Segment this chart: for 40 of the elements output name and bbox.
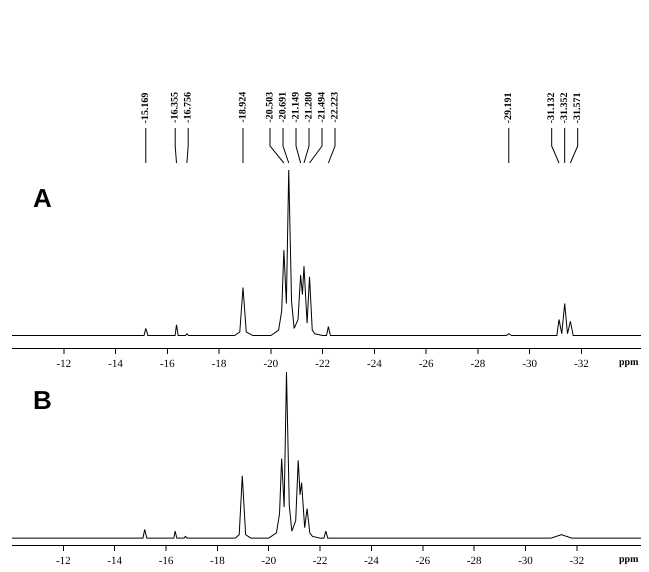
x-tick-label: -12 — [56, 358, 72, 370]
x-axis-title: ppm — [619, 554, 640, 565]
x-tick-label: -16 — [158, 555, 174, 568]
annotation: -31.352 — [559, 92, 570, 124]
x-tick-label: -20 — [264, 358, 279, 370]
x-tick-label: -28 — [466, 555, 482, 568]
x-tick-label: -22 — [315, 358, 330, 370]
x-axis-title: ppm — [619, 357, 640, 368]
x-tick-label: -26 — [415, 555, 431, 568]
annotation: -18.924 — [237, 92, 248, 123]
x-tick-label: -24 — [364, 555, 380, 568]
annotation: -22.223 — [329, 92, 340, 123]
x-tick-label: -26 — [418, 358, 434, 370]
x-tick-label: -18 — [210, 555, 226, 568]
x-tick-label: -32 — [569, 555, 584, 568]
annotation: -29.191 — [503, 92, 514, 124]
annotation: -20.503 — [264, 92, 276, 123]
annotation: -31.571 — [572, 92, 584, 124]
annotation: -31.132 — [546, 92, 558, 124]
annotation: -15.169 — [140, 92, 152, 124]
x-tick-label: -28 — [470, 358, 486, 370]
annotation: -21.494 — [316, 92, 328, 123]
x-tick-label: -12 — [56, 555, 71, 568]
x-tick-label: -22 — [312, 555, 328, 568]
x-tick-label: -14 — [107, 555, 123, 568]
x-tick-label: -24 — [367, 358, 382, 370]
annotation: -21.280 — [303, 92, 314, 123]
x-tick-label: -18 — [212, 358, 227, 370]
annotation: -16.756 — [182, 92, 194, 123]
text: A — [33, 183, 52, 213]
x-tick-label: -16 — [160, 358, 176, 370]
x-tick-label: -30 — [518, 555, 534, 568]
x-tick-label: -32 — [574, 358, 589, 370]
x-tick-label: -14 — [108, 358, 124, 370]
annotation: -16.355 — [170, 92, 181, 123]
annotation: -21.149 — [290, 92, 302, 123]
annotation: -20.691 — [277, 92, 288, 123]
x-tick-label: -20 — [261, 555, 277, 568]
text: B — [33, 385, 52, 415]
x-tick-label: -30 — [522, 358, 538, 370]
